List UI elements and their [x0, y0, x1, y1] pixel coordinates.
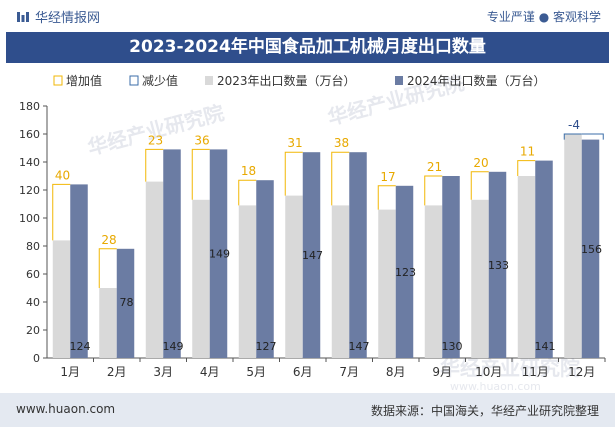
change-label: 28 — [101, 233, 116, 247]
bar-2023 — [285, 196, 303, 358]
y-tick-label: 160 — [19, 128, 40, 141]
brand-name: 华经情报网 — [35, 7, 100, 26]
bar-value-label: 124 — [70, 340, 91, 353]
bar-value-label: 130 — [442, 340, 463, 353]
increase-bracket — [332, 152, 350, 205]
change-label: 17 — [380, 170, 395, 184]
x-tick-label: 11月 — [522, 365, 549, 379]
bar-2023 — [146, 182, 164, 358]
y-tick-label: 100 — [19, 212, 40, 225]
change-label: 40 — [55, 168, 70, 182]
watermark-text: 华经产业研究院 — [85, 100, 226, 159]
legend-swatch-2023 — [205, 76, 213, 85]
decrease-bracket — [582, 134, 604, 140]
bar-2024 — [163, 149, 181, 358]
bar-2023 — [99, 288, 117, 358]
change-label: 21 — [427, 160, 442, 174]
bar-2024 — [535, 161, 553, 358]
bar-value-label: 127 — [256, 340, 277, 353]
bar-2023 — [239, 205, 257, 358]
y-tick-label: 80 — [26, 240, 40, 253]
bar-2023 — [564, 134, 582, 358]
x-tick-label: 2月 — [107, 365, 127, 379]
bar-value-label: 147 — [349, 340, 370, 353]
change-label: 18 — [241, 164, 256, 178]
increase-bracket — [285, 152, 303, 195]
chart-title: 2023-2024年中国食品加工机械月度出口数量 — [6, 32, 609, 63]
bar-value-label: 149 — [163, 340, 184, 353]
legend-label: 2023年出口数量（万台） — [217, 73, 356, 88]
footer-url: www.huaon.com — [16, 402, 115, 416]
y-tick-label: 140 — [19, 156, 40, 169]
bar-2023 — [425, 205, 443, 358]
increase-bracket — [378, 186, 396, 210]
bar-2023 — [192, 200, 210, 358]
change-label: 23 — [148, 133, 163, 147]
x-tick-label: 1月 — [60, 365, 80, 379]
data-source: 数据来源：中国海关，华经产业研究院整理 — [371, 402, 599, 419]
change-label: 31 — [287, 136, 302, 150]
bar-2024 — [70, 184, 88, 358]
x-tick-label: 5月 — [246, 365, 266, 379]
x-tick-label: 8月 — [386, 365, 406, 379]
y-tick-label: 20 — [26, 324, 40, 337]
bar-2023 — [518, 176, 536, 358]
increase-bracket — [239, 180, 257, 205]
legend-swatch-decrease — [130, 76, 138, 85]
legend-label: 增加值 — [66, 73, 102, 88]
bar-2024 — [256, 180, 274, 358]
top-bar: 华经情报网 专业严谨 ● 客观科学 — [0, 0, 615, 32]
x-tick-label: 9月 — [432, 365, 452, 379]
bar-2024 — [442, 176, 460, 358]
brand: 华经情报网 — [16, 7, 100, 26]
bar-value-label: 78 — [120, 296, 134, 309]
x-tick-label: 3月 — [153, 365, 173, 379]
bar-2023 — [471, 200, 489, 358]
bar-value-label: 149 — [209, 248, 230, 261]
increase-bracket — [425, 176, 443, 205]
legend-label: 2024年出口数量（万台） — [407, 73, 546, 88]
y-tick-label: 40 — [26, 296, 40, 309]
legend-swatch-increase — [54, 76, 62, 85]
increase-bracket — [146, 149, 164, 181]
bar-2023 — [378, 210, 396, 358]
increase-bracket — [99, 249, 117, 288]
slogan: 专业严谨 ● 客观科学 — [487, 8, 601, 25]
y-tick-label: 180 — [19, 100, 40, 113]
bar-2024 — [349, 152, 367, 358]
y-tick-label: 0 — [33, 352, 40, 365]
x-tick-label: 6月 — [293, 365, 313, 379]
bar-value-label: 123 — [395, 266, 416, 279]
y-tick-label: 60 — [26, 268, 40, 281]
bar-value-label: 147 — [302, 249, 323, 262]
bar-value-label: 133 — [488, 259, 509, 272]
change-label: -4 — [568, 118, 580, 132]
change-label: 38 — [334, 136, 349, 150]
x-tick-label: 12月 — [568, 365, 595, 379]
x-tick-label: 7月 — [339, 365, 359, 379]
y-tick-label: 120 — [19, 184, 40, 197]
change-label: 11 — [520, 145, 535, 159]
increase-bracket — [518, 161, 536, 176]
increase-bracket — [53, 184, 71, 240]
bar-value-label: 156 — [581, 243, 602, 256]
legend-swatch-2024 — [395, 76, 403, 85]
footer: www.huaon.com 数据来源：中国海关，华经产业研究院整理 — [0, 393, 615, 427]
bar-2023 — [53, 240, 71, 358]
increase-bracket — [192, 149, 210, 199]
bar-2023 — [332, 205, 350, 358]
brand-logo-icon — [16, 10, 30, 24]
title-bar: 2023-2024年中国食品加工机械月度出口数量 — [6, 32, 609, 63]
x-tick-label: 4月 — [200, 365, 220, 379]
change-label: 20 — [473, 156, 488, 170]
change-label: 36 — [194, 133, 209, 147]
increase-bracket — [471, 172, 489, 200]
x-tick-label: 10月 — [475, 365, 502, 379]
watermark-url: www.huaon.com — [450, 380, 541, 393]
bar-value-label: 141 — [535, 340, 556, 353]
legend-label: 减少值 — [142, 73, 178, 88]
